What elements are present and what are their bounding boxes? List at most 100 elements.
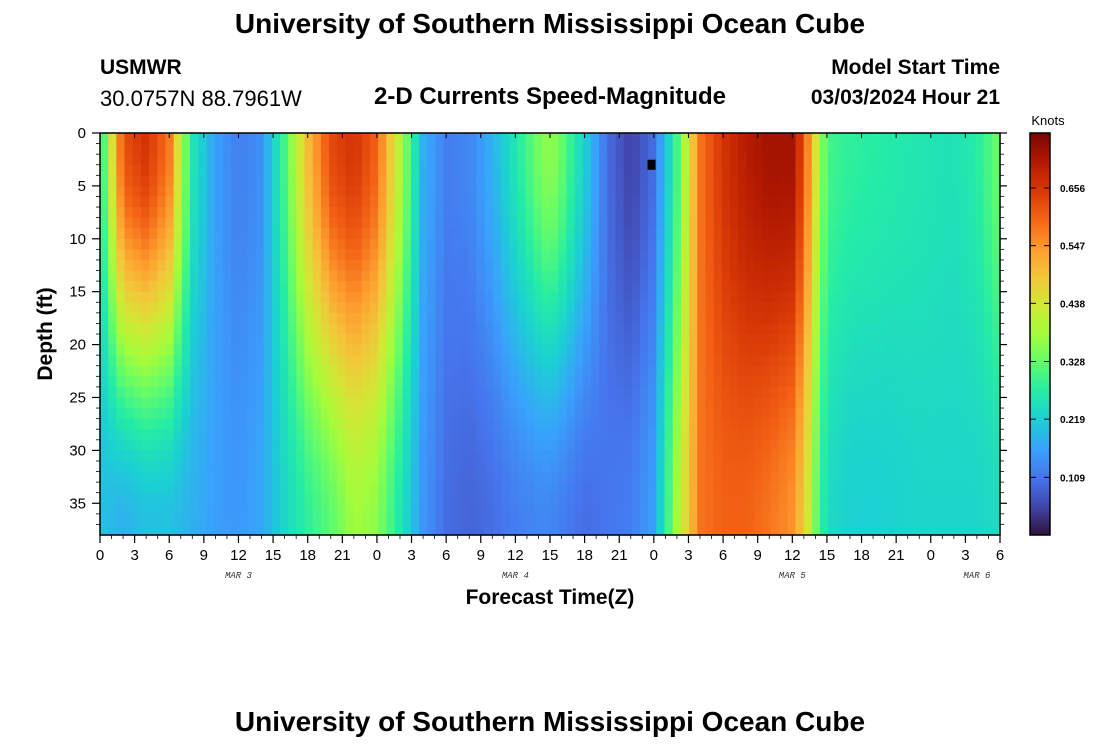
heatmap-cell (165, 460, 175, 473)
heatmap-cell (590, 460, 600, 473)
heatmap-cell (599, 492, 608, 504)
heatmap-cell (582, 228, 592, 240)
heatmap-cell (607, 334, 617, 346)
heatmap-cell (680, 471, 690, 483)
heatmap-cell (165, 175, 175, 187)
heatmap-cell (779, 217, 788, 229)
heatmap-cell (173, 249, 183, 261)
heatmap-cell (885, 386, 895, 399)
heatmap-cell (222, 355, 232, 367)
heatmap-cell (901, 228, 911, 240)
heatmap-cell (959, 185, 968, 198)
heatmap-cell (746, 492, 756, 504)
heatmap-cell (304, 228, 314, 240)
heatmap-cell (803, 450, 813, 462)
heatmap-cell (697, 164, 707, 176)
heatmap-cell (877, 217, 887, 229)
heatmap-cell (811, 471, 821, 483)
heatmap-cell (738, 143, 747, 155)
heatmap-cell (631, 503, 641, 515)
heatmap-cell (443, 154, 453, 166)
heatmap-cell (239, 217, 248, 229)
heatmap-cell (582, 386, 592, 399)
heatmap-cell (517, 355, 527, 367)
heatmap-cell (689, 281, 698, 293)
heatmap-cell (394, 259, 404, 272)
heatmap-cell (484, 492, 494, 504)
heatmap-cell (828, 175, 837, 187)
heatmap-cell (762, 133, 772, 145)
heatmap-cell (599, 281, 608, 293)
heatmap-cell (738, 270, 747, 282)
heatmap-cell (468, 492, 477, 504)
heatmap-cell (803, 460, 813, 473)
heatmap-cell (926, 196, 936, 208)
heatmap-cell (100, 429, 109, 441)
heatmap-cell (803, 312, 813, 325)
heatmap-cell (844, 302, 854, 314)
heatmap-cell (337, 185, 347, 198)
heatmap-cell (590, 439, 600, 451)
heatmap-cell (361, 344, 371, 356)
heatmap-cell (550, 207, 559, 219)
heatmap-cell (959, 323, 968, 335)
heatmap-cell (991, 196, 1001, 208)
heatmap-cell (582, 429, 592, 441)
heatmap-cell (705, 154, 715, 166)
heatmap-cell (541, 154, 551, 166)
heatmap-cell (599, 312, 608, 325)
heatmap-cell (116, 460, 126, 473)
heatmap-cell (926, 503, 936, 515)
heatmap-cell (402, 312, 412, 325)
heatmap-cell (492, 323, 502, 335)
heatmap-cell (255, 408, 265, 420)
heatmap-cell (230, 386, 240, 399)
heatmap-cell (983, 207, 993, 219)
heatmap-cell (124, 249, 134, 261)
station-name: USMWR (100, 56, 182, 79)
heatmap-cell (975, 312, 985, 325)
heatmap-cell (198, 365, 207, 377)
heatmap-cell (451, 397, 461, 409)
heatmap-cell (361, 334, 371, 346)
heatmap-cell (533, 355, 543, 367)
heatmap-cell (860, 196, 870, 208)
heatmap-cell (918, 503, 927, 515)
heatmap-cell (820, 471, 829, 483)
heatmap-cell (116, 217, 126, 229)
heatmap-cell (492, 164, 502, 176)
heatmap-cell (206, 386, 216, 399)
heatmap-cell (950, 492, 960, 504)
heatmap-cell (615, 281, 625, 293)
heatmap-cell (157, 291, 167, 303)
heatmap-cell (198, 482, 207, 494)
heatmap-cell (820, 143, 829, 155)
heatmap-cell (844, 323, 854, 335)
heatmap-cell (132, 196, 142, 208)
heatmap-cell (664, 503, 674, 515)
heatmap-cell (280, 312, 289, 325)
heatmap-cell (713, 270, 723, 282)
heatmap-cell (640, 207, 649, 219)
heatmap-cell (656, 133, 666, 145)
heatmap-cell (378, 376, 387, 388)
heatmap-cell (280, 281, 289, 293)
heatmap-cell (656, 259, 666, 272)
heatmap-cell (877, 376, 887, 388)
heatmap-cell (427, 291, 437, 303)
heatmap-cell (680, 164, 690, 176)
heatmap-cell (312, 471, 322, 483)
heatmap-cell (550, 154, 559, 166)
heatmap-cell (541, 185, 551, 198)
heatmap-cell (460, 386, 469, 399)
heatmap-cell (672, 460, 682, 473)
heatmap-cell (787, 492, 797, 504)
heatmap-cell (811, 344, 821, 356)
heatmap-cell (280, 185, 289, 198)
heatmap-cell (950, 513, 960, 526)
heatmap-cell (132, 408, 142, 420)
heatmap-cell (419, 503, 428, 515)
heatmap-cell (140, 185, 150, 198)
heatmap-cell (222, 450, 232, 462)
heatmap-cell (754, 513, 764, 526)
